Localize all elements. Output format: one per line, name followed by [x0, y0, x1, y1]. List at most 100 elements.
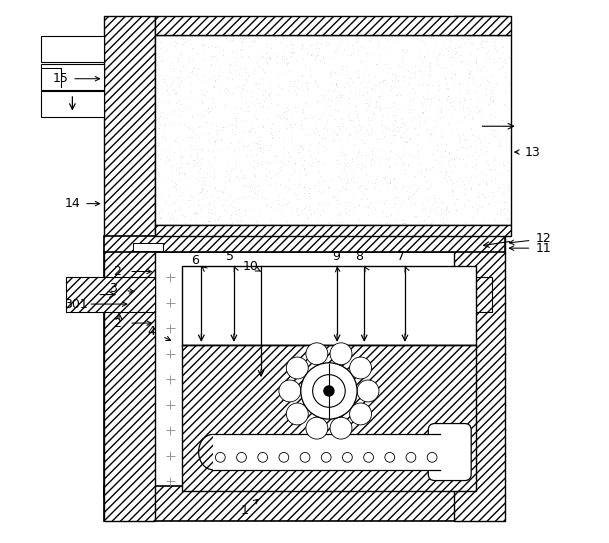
- Point: [261, 53, 270, 62]
- Point: [445, 74, 454, 83]
- Point: [170, 37, 180, 46]
- Point: [206, 214, 216, 223]
- Point: [484, 161, 493, 170]
- Point: [239, 34, 248, 43]
- Point: [488, 71, 498, 79]
- Point: [248, 171, 258, 180]
- Point: [398, 54, 408, 63]
- Point: [284, 185, 294, 194]
- Point: [456, 143, 466, 151]
- Point: [152, 104, 162, 112]
- Point: [396, 201, 406, 210]
- Point: [393, 88, 403, 97]
- Point: [455, 98, 465, 106]
- Point: [206, 42, 216, 50]
- Point: [370, 103, 380, 112]
- Point: [389, 70, 399, 78]
- Point: [287, 125, 297, 134]
- Point: [293, 75, 303, 84]
- Point: [385, 138, 395, 147]
- Point: [434, 48, 443, 57]
- Point: [362, 126, 371, 135]
- Point: [303, 146, 313, 154]
- Point: [374, 102, 384, 111]
- Point: [228, 203, 238, 212]
- Point: [340, 150, 350, 159]
- Point: [274, 200, 284, 209]
- Point: [178, 40, 188, 48]
- Point: [422, 125, 432, 134]
- Point: [293, 148, 303, 157]
- Point: [464, 86, 474, 94]
- Point: [347, 115, 356, 124]
- Point: [167, 176, 177, 185]
- Point: [467, 151, 477, 160]
- Point: [454, 117, 463, 125]
- Point: [249, 157, 259, 166]
- Point: [291, 90, 301, 98]
- Point: [275, 156, 285, 165]
- Point: [271, 110, 281, 119]
- Point: [226, 214, 236, 223]
- Point: [231, 53, 241, 62]
- Point: [348, 123, 358, 132]
- Point: [230, 207, 240, 216]
- Point: [451, 206, 460, 214]
- Point: [170, 135, 180, 144]
- Point: [187, 112, 197, 121]
- Point: [383, 60, 393, 68]
- Point: [324, 101, 334, 110]
- Point: [339, 62, 348, 71]
- Point: [261, 194, 270, 203]
- Point: [235, 104, 245, 113]
- Point: [433, 59, 443, 68]
- Point: [259, 97, 269, 105]
- Point: [406, 96, 415, 104]
- Point: [384, 185, 394, 194]
- Point: [240, 127, 250, 135]
- Point: [221, 34, 231, 42]
- Point: [430, 193, 440, 202]
- Point: [348, 190, 357, 198]
- Point: [320, 200, 330, 209]
- Point: [368, 143, 378, 152]
- Point: [301, 99, 311, 108]
- Point: [163, 191, 173, 199]
- Point: [238, 174, 248, 182]
- Point: [278, 69, 287, 78]
- Point: [492, 56, 502, 65]
- Point: [490, 42, 500, 50]
- Point: [400, 219, 409, 228]
- Point: [375, 134, 385, 143]
- Point: [442, 139, 451, 148]
- Point: [266, 203, 275, 212]
- Point: [298, 108, 308, 117]
- Point: [339, 166, 349, 174]
- Point: [192, 159, 202, 167]
- Point: [428, 200, 437, 209]
- Point: [467, 115, 477, 124]
- Point: [412, 150, 422, 159]
- Point: [231, 66, 241, 74]
- Point: [427, 218, 437, 226]
- Point: [197, 194, 207, 203]
- Point: [340, 184, 350, 193]
- Point: [160, 156, 170, 165]
- Point: [314, 156, 323, 165]
- Point: [231, 122, 241, 131]
- Point: [357, 180, 367, 189]
- Point: [258, 148, 268, 157]
- Point: [327, 193, 337, 202]
- Point: [487, 129, 497, 138]
- Circle shape: [237, 452, 247, 462]
- Point: [166, 80, 176, 89]
- Point: [160, 175, 169, 184]
- Point: [326, 96, 336, 105]
- Point: [264, 91, 274, 99]
- Point: [399, 197, 409, 205]
- Point: [212, 125, 222, 134]
- Point: [367, 112, 376, 121]
- Point: [438, 62, 448, 71]
- Point: [285, 36, 295, 45]
- Point: [254, 99, 264, 108]
